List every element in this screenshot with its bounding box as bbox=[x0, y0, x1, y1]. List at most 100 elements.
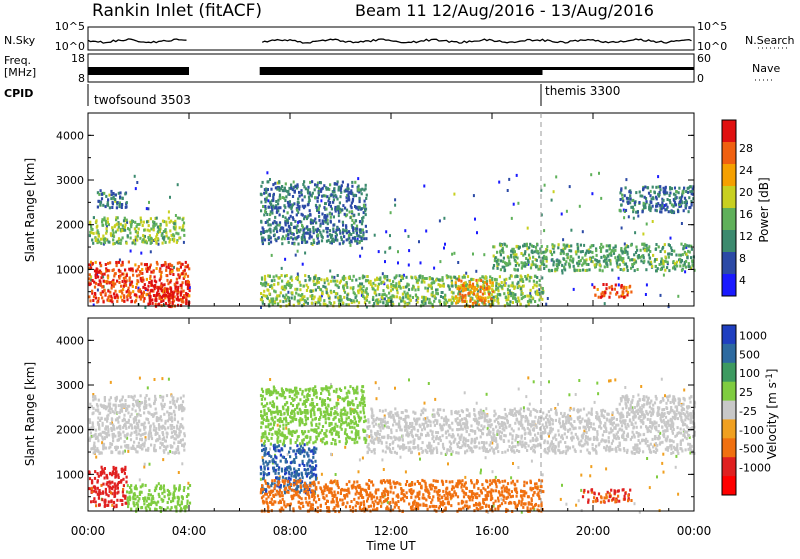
echo-cell bbox=[149, 425, 151, 428]
echo-cell bbox=[101, 417, 103, 420]
echo-cell bbox=[553, 190, 555, 193]
echo-cell bbox=[265, 295, 267, 298]
echo-cell bbox=[625, 286, 627, 289]
echo-cell bbox=[128, 405, 130, 408]
station-title: Rankin Inlet (fitACF) bbox=[92, 1, 262, 21]
y-tick-label: 3000 bbox=[56, 174, 84, 187]
echo-cell bbox=[562, 257, 564, 260]
echo-cell bbox=[304, 205, 306, 208]
echo-cell bbox=[99, 203, 101, 206]
echo-cell bbox=[330, 280, 332, 283]
echo-cell bbox=[648, 245, 650, 248]
echo-cell bbox=[451, 296, 453, 299]
echo-cell bbox=[291, 242, 293, 245]
echo-cell bbox=[291, 474, 293, 477]
echo-cell bbox=[124, 440, 126, 443]
echo-cell bbox=[359, 288, 361, 291]
echo-cell bbox=[346, 187, 348, 190]
echo-cell bbox=[423, 296, 425, 299]
echo-cell bbox=[661, 257, 663, 260]
echo-cell bbox=[520, 252, 522, 255]
echo-cell bbox=[319, 225, 321, 228]
echo-cell bbox=[267, 223, 269, 226]
echo-cell bbox=[634, 231, 636, 234]
echo-cell bbox=[452, 291, 454, 294]
echo-cell bbox=[348, 391, 350, 394]
echo-cell bbox=[344, 213, 346, 216]
echo-cell bbox=[138, 445, 140, 448]
echo-cell bbox=[121, 229, 123, 232]
echo-cell bbox=[185, 273, 187, 276]
echo-cell bbox=[127, 450, 129, 453]
echo-cell bbox=[98, 399, 100, 402]
echo-cell bbox=[432, 291, 434, 294]
echo-cell bbox=[107, 296, 109, 299]
echo-cell bbox=[127, 433, 129, 436]
echo-cell bbox=[362, 295, 364, 298]
echo-cell bbox=[166, 279, 168, 282]
echo-cell bbox=[306, 452, 308, 455]
echo-cell bbox=[142, 234, 144, 237]
echo-cell bbox=[419, 458, 421, 461]
echo-cell bbox=[674, 262, 676, 265]
echo-cell bbox=[122, 494, 124, 497]
echo-cell bbox=[551, 199, 553, 202]
echo-cell bbox=[97, 417, 99, 420]
echo-cell bbox=[144, 241, 146, 244]
echo-cell bbox=[272, 199, 274, 202]
echo-cell bbox=[424, 287, 426, 290]
echo-cell bbox=[331, 276, 333, 279]
echo-cell bbox=[338, 220, 340, 223]
echo-cell bbox=[491, 278, 493, 281]
echo-cell bbox=[480, 279, 482, 282]
echo-cell bbox=[151, 284, 153, 287]
echo-cell bbox=[107, 290, 109, 293]
echo-cell bbox=[460, 280, 462, 283]
power-ylabel: Slant Range [km] bbox=[23, 158, 37, 262]
echo-cell bbox=[145, 438, 147, 441]
echo-cell bbox=[411, 276, 413, 279]
echo-cell bbox=[126, 490, 128, 493]
echo-cell bbox=[486, 393, 488, 396]
echo-cell bbox=[297, 273, 299, 276]
freq-block bbox=[260, 67, 543, 75]
echo-cell bbox=[301, 236, 303, 239]
echo-cell bbox=[95, 238, 97, 241]
echo-cell bbox=[167, 237, 169, 240]
echo-cell bbox=[599, 263, 601, 266]
echo-cell bbox=[409, 294, 411, 297]
echo-cell bbox=[173, 410, 175, 413]
echo-cell bbox=[472, 253, 474, 256]
echo-cell bbox=[325, 218, 327, 221]
echo-cell bbox=[89, 436, 91, 439]
colorbar-tick-label: 4 bbox=[739, 274, 746, 287]
echo-cell bbox=[282, 456, 284, 459]
echo-cell bbox=[293, 226, 295, 229]
echo-cell bbox=[640, 249, 642, 252]
echo-cell bbox=[311, 294, 313, 297]
echo-cell bbox=[379, 409, 381, 412]
echo-cell bbox=[140, 272, 142, 275]
echo-cell bbox=[623, 296, 625, 299]
nsky-tick-top: 10^5 bbox=[55, 20, 85, 33]
echo-cell bbox=[624, 194, 626, 197]
echo-cell bbox=[598, 296, 600, 299]
echo-cell bbox=[145, 506, 147, 509]
echo-cell bbox=[302, 476, 304, 479]
echo-cell bbox=[184, 275, 186, 278]
echo-cell bbox=[510, 254, 512, 257]
echo-cell bbox=[393, 284, 395, 287]
echo-cell bbox=[292, 195, 294, 198]
echo-cell bbox=[105, 195, 107, 198]
echo-cell bbox=[157, 286, 159, 289]
echo-cell bbox=[501, 286, 503, 289]
echo-cell bbox=[689, 265, 691, 268]
echo-cell bbox=[308, 196, 310, 199]
echo-cell bbox=[329, 212, 331, 215]
echo-cell bbox=[130, 223, 132, 226]
echo-cell bbox=[118, 261, 120, 264]
echo-cell bbox=[179, 430, 181, 433]
echo-cell bbox=[293, 233, 295, 236]
echo-cell bbox=[130, 395, 132, 398]
echo-cell bbox=[115, 404, 117, 407]
